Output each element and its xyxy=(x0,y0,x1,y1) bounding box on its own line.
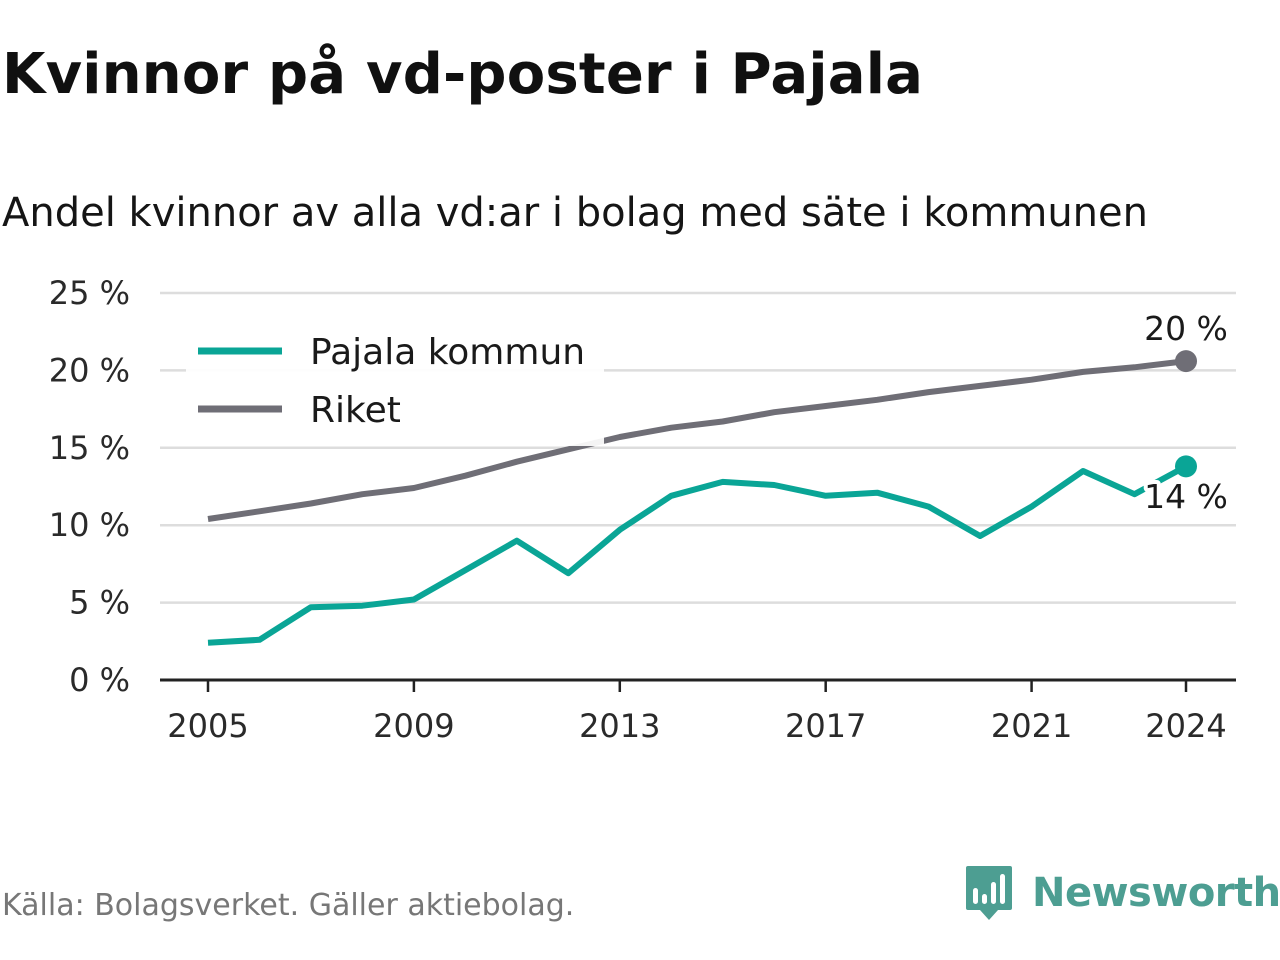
x-tick-label: 2021 xyxy=(991,707,1072,745)
series-line-riket xyxy=(207,358,1187,522)
legend-label: Riket xyxy=(310,390,401,431)
y-tick-label: 25 % xyxy=(49,274,130,312)
end-labels: 20 %14 %14 % xyxy=(1140,309,1232,520)
series-line-pajala xyxy=(207,463,1188,646)
end-label-riket: 20 % xyxy=(1144,309,1228,348)
x-tick-label: 2009 xyxy=(373,707,454,745)
y-tick-label: 20 % xyxy=(49,351,130,389)
brand-name: Newsworthy xyxy=(1032,870,1280,916)
brand-logo: Newsworthy xyxy=(964,864,1280,922)
y-tick-label: 5 % xyxy=(69,584,130,622)
end-label-pajala-halo: 14 % xyxy=(1144,477,1228,516)
newsworthy-logo-icon xyxy=(966,866,1012,920)
chart-title: Kvinnor på vd-poster i Pajala xyxy=(2,42,924,107)
y-tick-label: 0 % xyxy=(69,661,130,699)
end-point-riket xyxy=(1175,350,1197,373)
x-tick-label: 2024 xyxy=(1145,707,1226,745)
end-label-pajala: 14 % xyxy=(1144,477,1228,516)
y-tick-label: 15 % xyxy=(49,429,130,467)
series-lines xyxy=(207,350,1197,646)
y-tick-label: 10 % xyxy=(49,506,130,544)
x-tick-label: 2005 xyxy=(167,707,248,745)
legend-label: Pajala kommun xyxy=(310,332,585,373)
y-axis-ticks: 0 % 5 % 10 % 15 % 20 % 25 % xyxy=(49,274,130,699)
chart-subtitle: Andel kvinnor av alla vd:ar i bolag med … xyxy=(2,190,1148,236)
x-tick-label: 2013 xyxy=(579,707,660,745)
end-point-pajala xyxy=(1175,455,1197,478)
source-note: Källa: Bolagsverket. Gäller aktiebolag. xyxy=(2,888,575,923)
grid-lines xyxy=(160,291,1236,682)
line-chart: 0 %5 %10 %15 %20 %25 % 2005 2009 2013 2017 2… xyxy=(49,274,1236,745)
x-tick-label: 2017 xyxy=(785,707,866,745)
legend: Pajala kommun Riket xyxy=(186,328,604,446)
x-axis-ticks: 2005 2009 2013 2017 2021 2024 xyxy=(167,680,1227,745)
